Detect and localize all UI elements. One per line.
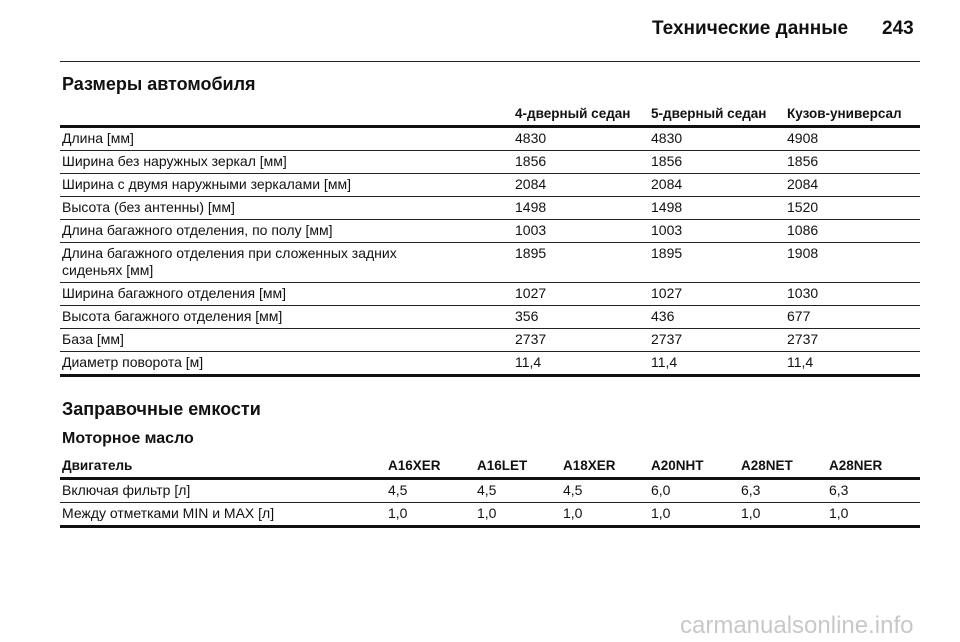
table-row: База [мм] 2737 2737 2737	[60, 328, 920, 352]
header-row: Двигатель A16XER A16LET A18XER A20NHT A28NET A…	[60, 455, 920, 479]
cell-value: 2737	[513, 328, 649, 352]
cell-value: 1908	[785, 242, 920, 283]
row-label: Ширина багажного отделения [мм]	[60, 282, 513, 306]
cell-value: 436	[649, 305, 785, 329]
column-header: 5-дверный седан	[651, 106, 767, 121]
cell-value: 4,5	[386, 477, 475, 503]
cell-value: 6,3	[827, 477, 920, 503]
table-row: Между отметками MIN и MAX [л] 1,0 1,0 1,0 1,…	[60, 502, 920, 528]
cell-value: 1520	[785, 196, 920, 220]
cell-value: 1,0	[649, 502, 739, 528]
row-label: Высота багажного отделения [мм]	[60, 305, 513, 329]
cell-value: 1856	[649, 150, 785, 174]
cell-value: 2737	[785, 328, 920, 352]
row-label: Высота (без антенны) [мм]	[60, 196, 513, 220]
cell-value: 1,0	[561, 502, 649, 528]
row-label: Диаметр поворота [м]	[60, 351, 513, 377]
row-label: Длина багажного отделения при сложенных …	[60, 242, 513, 283]
cell-value: 1856	[785, 150, 920, 174]
column-header	[60, 103, 513, 127]
table-row: Ширина без наружных зеркал [мм] 1856 1856 1…	[60, 150, 920, 174]
column-header: A18XER	[563, 458, 616, 473]
subsection-title: Моторное масло	[62, 430, 194, 447]
cell-value: 4830	[649, 125, 785, 151]
header-row: 4-дверный седан 5-дверный седан Кузов-унив…	[60, 103, 920, 127]
cell-value: 11,4	[649, 351, 785, 377]
table-row: Длина багажного отделения, по полу [мм] 1…	[60, 219, 920, 243]
row-label: Ширина с двумя наружными зеркалами [мм]	[60, 173, 513, 197]
table-row: Высота (без антенны) [мм] 1498 1498 1520	[60, 196, 920, 220]
page-number: 243	[882, 18, 914, 39]
cell-value: 4830	[513, 125, 649, 151]
table-row: Длина [мм] 4830 4830 4908	[60, 125, 920, 151]
column-header: A16XER	[388, 458, 441, 473]
header-title: Технические данные	[652, 18, 849, 39]
column-header: A20NHT	[651, 458, 704, 473]
row-label: Ширина без наружных зеркал [мм]	[60, 150, 513, 174]
table-row: Включая фильтр [л] 4,5 4,5 4,5 6,0 6,3 6,3	[60, 477, 920, 503]
column-header: A28NET	[741, 458, 793, 473]
cell-value: 4,5	[475, 477, 561, 503]
row-label: База [мм]	[60, 328, 513, 352]
cell-value: 1,0	[739, 502, 827, 528]
cell-value: 1856	[513, 150, 649, 174]
column-header: A16LET	[477, 458, 528, 473]
row-label: Длина багажного отделения, по полу [мм]	[60, 219, 513, 243]
header-rule	[60, 61, 920, 62]
cell-value: 4908	[785, 125, 920, 151]
watermark: carmanualsonline.info	[680, 612, 914, 639]
cell-value: 6,3	[739, 477, 827, 503]
table-head: 4-дверный седан 5-дверный седан Кузов-унив…	[60, 103, 920, 127]
column-header: Кузов-универсал	[787, 106, 902, 121]
cell-value: 1030	[785, 282, 920, 306]
row-label: Между отметками MIN и MAX [л]	[60, 502, 386, 528]
cell-value: 1895	[649, 242, 785, 283]
cell-value: 1498	[649, 196, 785, 220]
cell-value: 4,5	[561, 477, 649, 503]
column-header: 4-дверный седан	[515, 106, 631, 121]
cell-value: 356	[513, 305, 649, 329]
cell-value: 1027	[513, 282, 649, 306]
cell-value: 2084	[513, 173, 649, 197]
cell-value: 1,0	[386, 502, 475, 528]
cell-value: 1,0	[475, 502, 561, 528]
cell-value: 1027	[649, 282, 785, 306]
table-row: Высота багажного отделения [мм] 356 436 677	[60, 305, 920, 329]
cell-value: 11,4	[513, 351, 649, 377]
row-label: Длина [мм]	[60, 125, 513, 151]
section-title: Заправочные емкости	[62, 399, 261, 419]
table-head: Двигатель A16XER A16LET A18XER A20NHT A28NET A…	[60, 455, 920, 479]
dimensions-table: 4-дверный седан 5-дверный седан Кузов-унив…	[60, 103, 920, 377]
cell-value: 1003	[649, 219, 785, 243]
cell-value: 11,4	[785, 351, 920, 377]
column-header: A28NER	[829, 458, 883, 473]
table-row: Ширина багажного отделения [мм] 1027 1027 1…	[60, 282, 920, 306]
table-body: Длина [мм] 4830 4830 4908 Ширина без наружны…	[60, 125, 920, 377]
table-row: Длина багажного отделения при сложенных …	[60, 242, 920, 283]
cell-value: 2084	[785, 173, 920, 197]
cell-value: 2084	[649, 173, 785, 197]
table-body: Включая фильтр [л] 4,5 4,5 4,5 6,0 6,3 6,3 Межд…	[60, 477, 920, 528]
cell-value: 677	[785, 305, 920, 329]
section-title: Размеры автомобиля	[62, 74, 256, 94]
column-header: Двигатель	[62, 458, 133, 473]
cell-value: 2737	[649, 328, 785, 352]
cell-value: 1498	[513, 196, 649, 220]
cell-value: 1,0	[827, 502, 920, 528]
table-row: Ширина с двумя наружными зеркалами [мм] 2…	[60, 173, 920, 197]
cell-value: 1086	[785, 219, 920, 243]
table-row: Диаметр поворота [м] 11,4 11,4 11,4	[60, 351, 920, 377]
row-label: Включая фильтр [л]	[60, 477, 386, 503]
cell-value: 6,0	[649, 477, 739, 503]
cell-value: 1895	[513, 242, 649, 283]
cell-value: 1003	[513, 219, 649, 243]
oil-table: Двигатель A16XER A16LET A18XER A20NHT A28NET A…	[60, 455, 920, 528]
